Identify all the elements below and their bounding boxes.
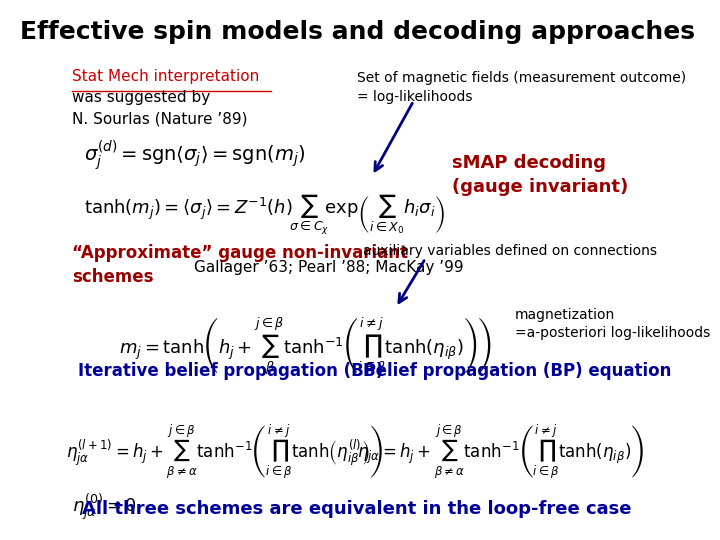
Text: was suggested by
N. Sourlas (Nature ’89): was suggested by N. Sourlas (Nature ’89) [72, 90, 247, 126]
Text: “Approximate” gauge non-invariant
schemes: “Approximate” gauge non-invariant scheme… [72, 244, 408, 286]
Text: Effective spin models and decoding approaches: Effective spin models and decoding appro… [19, 20, 695, 44]
Text: Belief propagation (BP) equation: Belief propagation (BP) equation [363, 362, 672, 380]
Text: sMAP decoding
(gauge invariant): sMAP decoding (gauge invariant) [452, 154, 629, 196]
Text: $\eta_{j\alpha}^{(l+1)} = h_j + \sum_{\beta\neq\alpha}^{j\in\beta} \tanh^{-1}\!\: $\eta_{j\alpha}^{(l+1)} = h_j + \sum_{\b… [66, 423, 383, 482]
Text: auxiliary variables defined on connections: auxiliary variables defined on connectio… [363, 244, 657, 258]
Text: $\sigma_j^{(d)} = \mathrm{sgn}\left\langle \sigma_j \right\rangle = \mathrm{sgn}: $\sigma_j^{(d)} = \mathrm{sgn}\left\lang… [84, 138, 305, 172]
Text: $\eta_{j\alpha}^{(0)} = 0$: $\eta_{j\alpha}^{(0)} = 0$ [72, 491, 137, 522]
Text: Gallager ’63; Pearl ’88; MacKay ’99: Gallager ’63; Pearl ’88; MacKay ’99 [194, 260, 463, 275]
Text: magnetization
=a-posteriori log-likelihoods: magnetization =a-posteriori log-likeliho… [515, 308, 710, 340]
Text: $m_j = \tanh\!\left(h_j + \sum_{\beta}^{j\in\beta} \tanh^{-1}\!\left(\prod_{i\in: $m_j = \tanh\!\left(h_j + \sum_{\beta}^{… [120, 316, 492, 377]
Text: Iterative belief propagation (BP): Iterative belief propagation (BP) [78, 362, 383, 380]
Text: $\tanh\!\left(m_j\right) = \left\langle \sigma_j \right\rangle = Z^{-1}(h)\!\sum: $\tanh\!\left(m_j\right) = \left\langle … [84, 192, 444, 237]
Text: $\eta_{j\alpha} = h_j + \sum_{\beta\neq\alpha}^{j\in\beta} \tanh^{-1}\!\left(\pr: $\eta_{j\alpha} = h_j + \sum_{\beta\neq\… [357, 423, 644, 482]
Text: All three schemes are equivalent in the loop-free case: All three schemes are equivalent in the … [82, 500, 632, 518]
Text: Stat Mech interpretation: Stat Mech interpretation [72, 69, 259, 84]
Text: Set of magnetic fields (measurement outcome)
= log-likelihoods: Set of magnetic fields (measurement outc… [357, 71, 686, 104]
